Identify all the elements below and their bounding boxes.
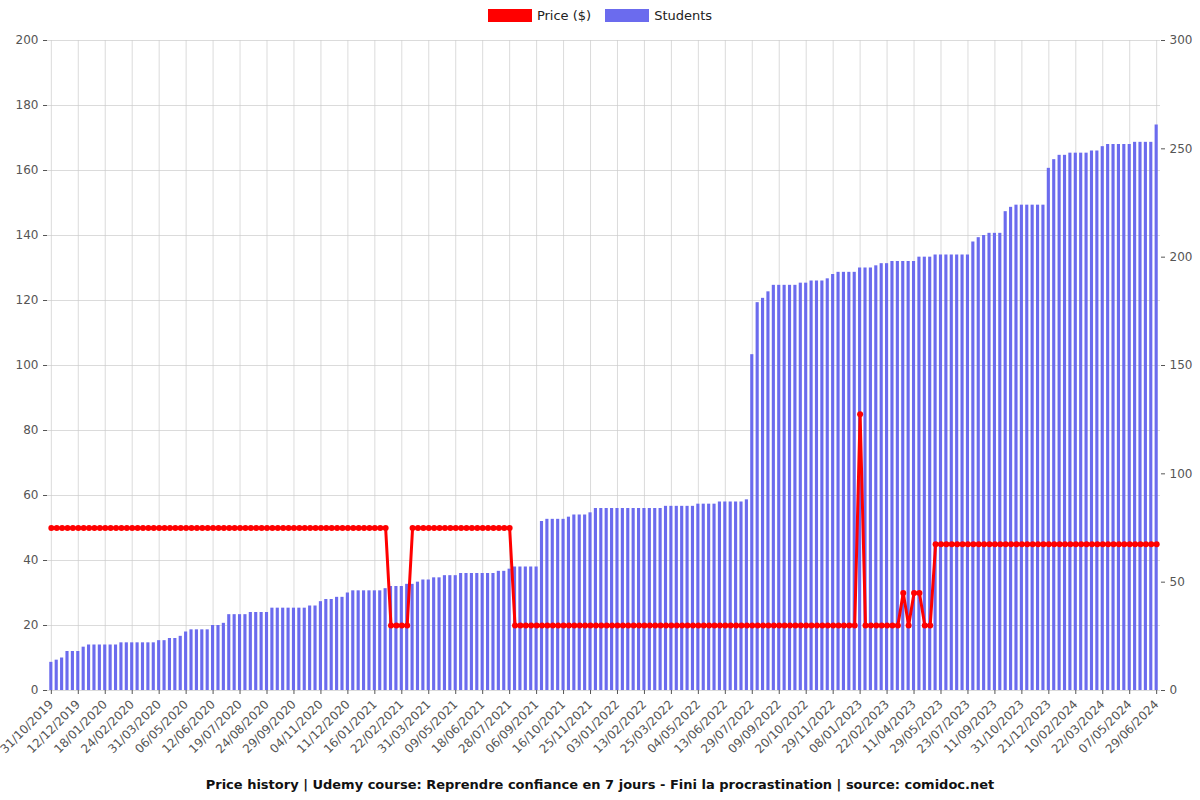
html-text:Students: Students <box>654 7 713 23</box>
svg-text:29/05/2023: 29/05/2023 <box>887 697 946 757</box>
svg-text:250: 250 <box>1170 142 1193 156</box>
svg-text:16/01/2021: 16/01/2021 <box>320 697 380 757</box>
svg-text:06/05/2020: 06/05/2020 <box>132 697 191 757</box>
svg-text:22/02/2023: 22/02/2023 <box>833 697 892 757</box>
svg-text:200: 200 <box>1170 250 1193 264</box>
svg-text:10/02/2024: 10/02/2024 <box>1021 697 1081 757</box>
svg-text:21/12/2023: 21/12/2023 <box>994 697 1054 757</box>
svg-text:20/10/2022: 20/10/2022 <box>752 697 811 757</box>
svg-text:08/01/2023: 08/01/2023 <box>806 697 865 757</box>
svg-text:100: 100 <box>1170 467 1193 481</box>
svg-text:25/03/2022: 25/03/2022 <box>617 697 677 757</box>
svg-text:28/07/2021: 28/07/2021 <box>455 697 515 757</box>
svg-text:03/01/2022: 03/01/2022 <box>563 697 623 757</box>
svg-text:11/09/2023: 11/09/2023 <box>940 697 1000 757</box>
html-text:Price history | Udemy course:: Price history | Udemy course: Reprendre … <box>205 777 995 792</box>
svg-text:18/01/2020: 18/01/2020 <box>51 697 111 757</box>
svg-text:09/05/2021: 09/05/2021 <box>401 697 461 757</box>
svg-text:31/10/2023: 31/10/2023 <box>967 697 1027 757</box>
html-text:Price ($): Price ($) <box>536 7 592 23</box>
svg-text:04/05/2022: 04/05/2022 <box>644 697 704 757</box>
svg-text:07/05/2024: 07/05/2024 <box>1075 697 1135 757</box>
svg-text:23/07/2023: 23/07/2023 <box>914 697 973 757</box>
svg-text:22/03/2024: 22/03/2024 <box>1048 697 1108 757</box>
svg-text:04/11/2020: 04/11/2020 <box>266 697 326 757</box>
svg-text:11/04/2023: 11/04/2023 <box>860 697 919 757</box>
svg-text:50: 50 <box>1170 575 1185 589</box>
svg-text:24/08/2020: 24/08/2020 <box>213 697 272 757</box>
svg-text:31/03/2021: 31/03/2021 <box>374 697 434 757</box>
svg-text:13/02/2022: 13/02/2022 <box>590 697 650 757</box>
svg-text:0: 0 <box>31 683 39 697</box>
svg-text:0: 0 <box>1170 683 1178 697</box>
svg-text:29/09/2020: 29/09/2020 <box>240 697 299 757</box>
svg-text:150: 150 <box>1170 358 1193 372</box>
svg-text:29/06/2024: 29/06/2024 <box>1103 697 1162 756</box>
svg-text:200: 200 <box>16 33 39 47</box>
svg-text:29/07/2022: 29/07/2022 <box>698 697 758 757</box>
svg-text:120: 120 <box>16 293 39 307</box>
svg-text:160: 160 <box>16 163 39 177</box>
svg-text:80: 80 <box>23 423 38 437</box>
svg-text:31/03/2020: 31/03/2020 <box>105 697 164 757</box>
svg-text:18/06/2021: 18/06/2021 <box>428 697 488 757</box>
svg-text:12/12/2019: 12/12/2019 <box>24 697 84 757</box>
svg-text:06/09/2021: 06/09/2021 <box>482 697 542 757</box>
svg-text:24/02/2020: 24/02/2020 <box>78 697 137 757</box>
svg-text:29/11/2022: 29/11/2022 <box>779 697 838 757</box>
svg-text:12/06/2020: 12/06/2020 <box>159 697 218 757</box>
svg-text:20: 20 <box>23 618 38 632</box>
svg-text:09/09/2022: 09/09/2022 <box>725 697 785 757</box>
svg-text:60: 60 <box>23 488 38 502</box>
svg-text:11/12/2020: 11/12/2020 <box>293 697 353 757</box>
svg-text:22/02/2021: 22/02/2021 <box>347 697 407 757</box>
svg-text:300: 300 <box>1170 33 1193 47</box>
svg-text:19/07/2020: 19/07/2020 <box>186 697 245 757</box>
svg-text:16/10/2021: 16/10/2021 <box>509 697 569 757</box>
svg-text:140: 140 <box>16 228 39 242</box>
svg-text:40: 40 <box>23 553 38 567</box>
svg-text:13/06/2022: 13/06/2022 <box>671 697 731 757</box>
svg-text:180: 180 <box>16 98 39 112</box>
svg-text:100: 100 <box>16 358 39 372</box>
svg-text:25/11/2021: 25/11/2021 <box>536 697 596 757</box>
